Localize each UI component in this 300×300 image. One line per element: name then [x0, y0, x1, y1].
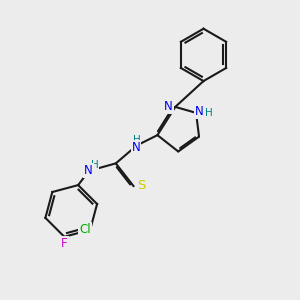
Text: N: N: [132, 140, 140, 154]
Text: H: H: [133, 135, 140, 145]
Text: H: H: [91, 160, 98, 170]
Text: Cl: Cl: [79, 223, 91, 236]
Text: N: N: [195, 105, 204, 118]
Text: N: N: [164, 100, 173, 113]
Text: N: N: [84, 164, 93, 177]
Text: S: S: [137, 179, 145, 192]
Text: F: F: [61, 237, 68, 250]
Text: H: H: [205, 108, 212, 118]
